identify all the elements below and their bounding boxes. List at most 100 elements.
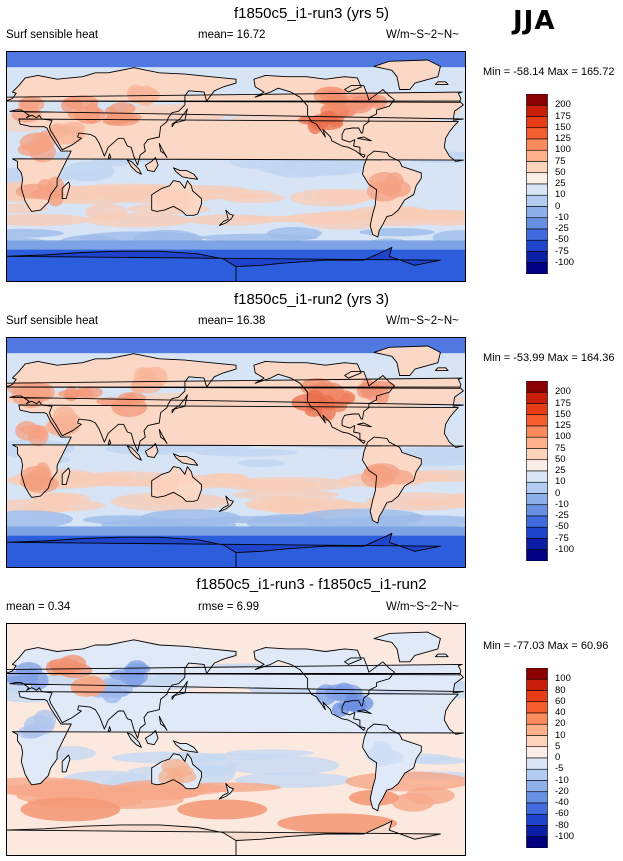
colorbar-tick-label: -50 xyxy=(555,521,569,533)
coastline xyxy=(6,820,441,856)
land-anomaly xyxy=(304,406,323,417)
map-frame xyxy=(6,337,466,568)
colorbar-tick-label: 50 xyxy=(555,453,566,465)
ocean-anomaly xyxy=(177,799,268,820)
land-fill xyxy=(6,247,441,282)
colorbar-swatch xyxy=(526,481,548,494)
colorbar-tick-label: 100 xyxy=(555,673,571,685)
coastline xyxy=(144,729,159,746)
land-anomaly xyxy=(58,389,85,398)
colorbar-tick-label: -75 xyxy=(555,532,569,544)
colorbar-swatch xyxy=(526,504,548,517)
coastline xyxy=(6,353,464,452)
colorbar-tick-label: -100 xyxy=(555,830,575,842)
coastline xyxy=(356,709,372,715)
ocean-anomaly xyxy=(226,749,315,757)
colorbar-tick-label: -25 xyxy=(555,223,569,234)
land-anomaly xyxy=(29,141,56,163)
panel-3-rmse-label: rmse = 6.99 xyxy=(198,601,260,613)
colorbar-swatch xyxy=(526,403,548,416)
coastline xyxy=(356,422,372,428)
land-fill xyxy=(374,60,441,90)
panel-2-map xyxy=(6,337,466,568)
coastline xyxy=(373,345,441,376)
land-anomaly xyxy=(63,121,86,136)
colorbar-tick-label: 25 xyxy=(555,465,566,476)
colorbar-swatch xyxy=(526,228,548,241)
ocean-anomaly xyxy=(359,227,435,237)
land-anomaly xyxy=(374,385,390,405)
colorbar-swatch xyxy=(526,262,548,274)
coastline xyxy=(253,360,395,444)
panel-1-variable-label: Surf sensible heat xyxy=(6,29,99,41)
ocean-anomaly xyxy=(6,228,64,238)
ocean-anomaly xyxy=(237,459,286,467)
colorbar-tick-label: 175 xyxy=(555,110,571,122)
map-frame xyxy=(6,623,466,856)
coastline xyxy=(126,732,142,748)
panel-3-title: f1850c5_i1-run3 - f1850c5_i1-run2 xyxy=(196,576,427,593)
land-anomaly xyxy=(19,95,45,113)
colorbar-swatch xyxy=(526,836,548,848)
colorbar-swatch xyxy=(526,701,548,714)
coastline xyxy=(362,436,422,524)
colorbar-swatch xyxy=(526,470,548,483)
colorbar-tick-label: -100 xyxy=(555,256,575,268)
colorbar-tick-label: 200 xyxy=(555,386,571,398)
coastline xyxy=(107,153,112,160)
coastline xyxy=(218,495,234,512)
colorbar-swatch xyxy=(526,194,548,207)
colorbar-tick-label: -40 xyxy=(555,797,569,808)
ocean-anomaly xyxy=(82,515,162,525)
coastline xyxy=(151,753,202,790)
land-fill xyxy=(127,160,142,175)
land-fill xyxy=(6,378,463,389)
colorbar-swatch xyxy=(526,768,548,781)
panel-3-mean-label: mean = 0.34 xyxy=(6,601,71,613)
panel-3-colorbar xyxy=(526,668,548,848)
coastline xyxy=(61,467,71,486)
ocean-anomaly xyxy=(200,515,327,524)
colorbar-tick-label: -50 xyxy=(555,234,569,246)
coastline xyxy=(11,691,464,786)
arctic-band xyxy=(6,337,466,354)
panel-1-map xyxy=(6,51,466,282)
land-anomaly xyxy=(47,129,67,138)
ocean-anomaly xyxy=(111,751,227,764)
colorbar-tick-label: 125 xyxy=(555,133,571,144)
colorbar-swatch xyxy=(526,757,548,770)
panel-1-units-label: W/m~S~2~N~ xyxy=(386,29,459,41)
colorbar-tick-label: 20 xyxy=(555,718,566,730)
colorbar-tick-label: 5 xyxy=(555,740,561,752)
land-fill xyxy=(435,81,449,85)
coastline xyxy=(172,167,199,180)
land-anomaly xyxy=(170,472,198,484)
colorbar-swatch xyxy=(526,94,548,106)
colorbar-swatch xyxy=(526,515,548,528)
coastline xyxy=(107,726,112,733)
coastline xyxy=(126,445,142,461)
coastline xyxy=(171,680,188,700)
colorbar-tick-label: 60 xyxy=(555,695,566,707)
colorbar-swatch xyxy=(526,149,548,162)
ocean-anomaly xyxy=(89,473,134,485)
coastline xyxy=(6,67,464,166)
land-fill xyxy=(435,654,449,657)
colorbar-swatch xyxy=(526,448,548,461)
colorbar-tick-label: 100 xyxy=(555,144,571,156)
ocean-anomaly xyxy=(345,771,466,792)
coastline xyxy=(218,783,234,800)
panel-2-colorbar xyxy=(526,381,548,561)
ocean-anomaly xyxy=(6,213,89,226)
land-anomaly xyxy=(53,406,76,426)
ocean-anomaly xyxy=(380,209,466,221)
colorbar-tick-label: -100 xyxy=(555,543,575,555)
coastline xyxy=(218,209,234,226)
land-anomaly xyxy=(318,403,336,422)
land-anomaly xyxy=(313,86,348,106)
land-anomaly xyxy=(131,375,163,394)
colorbar-tick-label: 0 xyxy=(555,200,561,212)
land-fill xyxy=(62,467,70,485)
coastline xyxy=(171,394,188,414)
ocean-anomaly xyxy=(35,779,93,798)
